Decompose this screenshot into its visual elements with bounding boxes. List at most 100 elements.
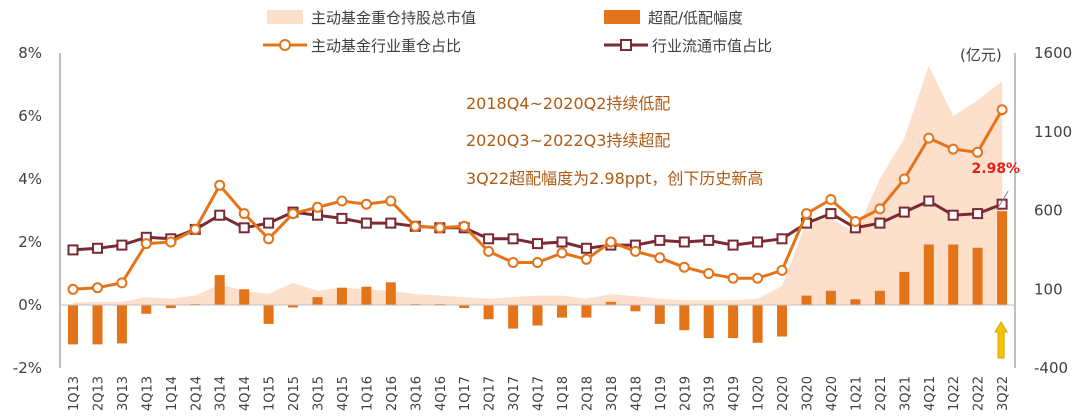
fund-holding-share-point-3Q22 xyxy=(996,104,1008,116)
fund-holding-share-point-1Q15 xyxy=(263,233,275,245)
x-tick-label: 1Q15 xyxy=(263,376,278,411)
callout-label: 2.98% xyxy=(972,161,1021,177)
legend-bar-swatch xyxy=(604,10,640,24)
fund-holding-share-point-2Q13 xyxy=(92,282,103,294)
x-tick-label: 4Q21 xyxy=(923,376,938,411)
fund-holding-share-point-2Q19 xyxy=(678,261,690,273)
bar-2Q19 xyxy=(679,305,690,331)
fund-holding-share-point-3Q16 xyxy=(409,220,421,232)
x-tick-label: 4Q18 xyxy=(629,376,644,411)
x-tick-label: 2Q16 xyxy=(385,376,400,411)
x-tick-label: 1Q21 xyxy=(849,376,864,411)
float-mv-share-point-1Q22 xyxy=(947,209,959,221)
bar-3Q13 xyxy=(116,305,127,344)
callout-leader xyxy=(996,190,1009,210)
fund-holding-share-point-1Q17 xyxy=(458,220,470,232)
x-tick-label: 2Q13 xyxy=(92,376,107,411)
x-tick-label: 3Q16 xyxy=(409,376,424,411)
bar-3Q15 xyxy=(312,297,323,305)
fund-holding-share-point-1Q18 xyxy=(556,247,568,259)
x-tick-label: 1Q14 xyxy=(165,376,180,411)
fund-holding-share-point-4Q20 xyxy=(825,194,837,205)
bar-3Q20 xyxy=(801,295,812,305)
bar-2Q21 xyxy=(874,290,885,305)
bar-4Q17 xyxy=(532,305,543,326)
float-mv-share-point-3Q22 xyxy=(996,198,1008,210)
bar-1Q14 xyxy=(165,305,176,309)
right-axis-unit: (亿元) xyxy=(960,46,1002,64)
x-tick-label: 4Q19 xyxy=(727,376,742,411)
bar-4Q20 xyxy=(825,290,836,305)
float-mv-share-point-1Q16 xyxy=(360,217,372,229)
fund-holding-share-point-3Q19 xyxy=(703,268,715,279)
fund-holding-share-point-4Q15 xyxy=(336,195,348,207)
x-tick-label: 1Q20 xyxy=(752,376,767,411)
fund-holding-share-point-2Q16 xyxy=(385,195,397,207)
float-mv-share-point-3Q14 xyxy=(214,209,226,221)
fund-holding-share-point-3Q13 xyxy=(116,277,128,289)
x-tick-label: 1Q16 xyxy=(360,376,375,411)
fund-holding-share-point-3Q20 xyxy=(801,208,812,220)
bar-3Q21 xyxy=(899,271,910,305)
x-tick-label: 2Q17 xyxy=(483,376,498,411)
float-mv-share-point-4Q20 xyxy=(825,208,837,220)
fund-holding-share-point-2Q20 xyxy=(776,264,788,276)
bar-2Q13 xyxy=(92,305,103,345)
x-tick-label: 2Q22 xyxy=(972,376,987,411)
x-tick-label: 4Q14 xyxy=(238,376,253,411)
float-mv-share-point-1Q19 xyxy=(654,234,666,246)
bar-1Q15 xyxy=(263,305,274,324)
float-mv-share-point-4Q14 xyxy=(238,222,250,234)
x-tick-label: 3Q14 xyxy=(214,376,229,411)
x-tick-label: 3Q19 xyxy=(703,376,718,411)
fund-holding-share-point-3Q21 xyxy=(898,173,910,185)
float-mv-share-point-3Q21 xyxy=(898,206,910,218)
float-mv-share-point-2Q13 xyxy=(92,242,103,254)
fund-holding-share-point-4Q13 xyxy=(140,238,152,250)
right-tick-label: 600 xyxy=(1034,202,1063,220)
float-mv-share-point-3Q13 xyxy=(116,239,128,251)
bar-2Q15 xyxy=(288,305,298,308)
x-tick-label: 1Q17 xyxy=(458,376,473,411)
fund-holding-share-point-1Q21 xyxy=(849,216,861,227)
right-tick-label: 1600 xyxy=(1034,44,1072,62)
fund-holding-share-point-1Q13 xyxy=(67,283,79,295)
float-mv-share-point-2Q16 xyxy=(385,217,397,229)
float-mv-share-point-4Q15 xyxy=(336,212,348,224)
annotation-underweight: 2018Q4~2020Q2持续低配 xyxy=(466,94,670,113)
bar-4Q19 xyxy=(728,305,739,339)
fund-holding-share-point-1Q19 xyxy=(654,252,666,264)
x-tick-label: 3Q21 xyxy=(898,376,913,411)
left-tick-label: 8% xyxy=(18,44,42,62)
bar-1Q18 xyxy=(557,305,567,318)
float-mv-share-point-2Q17 xyxy=(483,233,495,245)
bar-1Q20 xyxy=(752,305,763,343)
up-arrow-icon xyxy=(994,321,1008,359)
left-tick-label: -2% xyxy=(13,359,42,377)
bar-3Q22 xyxy=(997,211,1008,305)
float-mv-share-point-4Q17 xyxy=(532,238,543,250)
float-mv-share-point-2Q21 xyxy=(874,217,886,229)
fund-holding-share-point-1Q22 xyxy=(947,143,959,155)
bar-1Q21 xyxy=(850,299,861,305)
bar-3Q19 xyxy=(703,305,714,339)
legend-line2-label: 行业流通市值占比 xyxy=(652,37,772,55)
float-mv-share-point-2Q18 xyxy=(580,242,592,254)
right-tick-label: -400 xyxy=(1034,359,1068,377)
bar-1Q22 xyxy=(948,244,959,305)
x-tick-label: 1Q13 xyxy=(67,376,82,411)
fund-holding-share-point-4Q19 xyxy=(727,272,739,284)
fund-holding-share-point-2Q17 xyxy=(483,245,495,257)
x-tick-label: 2Q19 xyxy=(678,376,693,411)
legend-area-label: 主动基金重仓持股总市值 xyxy=(311,9,476,27)
right-tick-label: 100 xyxy=(1034,280,1063,298)
fund-holding-share-point-2Q22 xyxy=(972,146,984,158)
fund-holding-share-point-2Q14 xyxy=(189,223,201,235)
float-mv-share-point-2Q20 xyxy=(776,233,788,245)
bar-4Q18 xyxy=(630,305,641,312)
bar-2Q22 xyxy=(972,247,983,305)
legend-area-swatch xyxy=(267,10,303,24)
x-tick-label: 2Q15 xyxy=(287,376,302,411)
fund-holding-share-point-1Q16 xyxy=(360,198,372,210)
